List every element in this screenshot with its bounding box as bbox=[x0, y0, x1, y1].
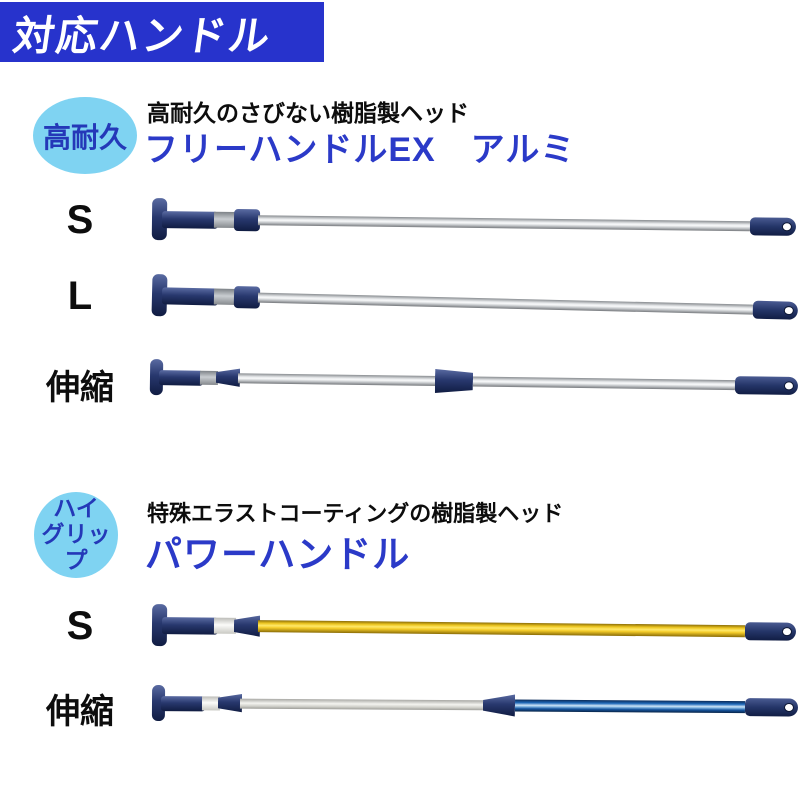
handle-connector bbox=[213, 288, 237, 306]
banner-title: 対応ハンドル bbox=[10, 13, 275, 59]
hanging-hole bbox=[782, 223, 791, 231]
handle-lock-collar bbox=[233, 286, 261, 309]
handle-connector bbox=[199, 370, 219, 385]
handle-head-arm bbox=[160, 696, 206, 712]
handle-head-arm bbox=[161, 287, 219, 306]
hanging-hole bbox=[784, 382, 793, 390]
handle-lock-collar bbox=[233, 209, 261, 232]
telescopic-lock bbox=[483, 694, 515, 716]
handle-illustration-powerhandle-telescopic bbox=[151, 681, 799, 730]
product-subtitle-powerhandle: 特殊エラストコーティングの樹脂製ヘッド bbox=[147, 501, 564, 526]
handle-pole-blue-outer bbox=[514, 699, 746, 714]
handle-lock-collar bbox=[218, 693, 242, 712]
handle-grip bbox=[734, 376, 799, 396]
handle-illustration-freehandle-ex-l bbox=[151, 273, 799, 333]
handle-pole-yellow bbox=[257, 620, 746, 638]
row-label-s: S bbox=[66, 604, 94, 648]
handle-pole-white-inner bbox=[239, 698, 484, 711]
hanging-hole bbox=[782, 628, 792, 636]
product-subtitle-freehandle: 高耐久のさびない樹脂製ヘッド bbox=[147, 100, 469, 126]
handle-lock-collar bbox=[234, 615, 260, 637]
badge-high-durability-label: 高耐久 bbox=[42, 121, 127, 153]
handle-grip bbox=[744, 622, 797, 641]
handle-head-arm bbox=[161, 617, 219, 635]
handle-connector bbox=[201, 696, 221, 711]
handle-pole-aluminum bbox=[257, 292, 753, 315]
handle-lock-collar bbox=[216, 368, 240, 387]
handle-head-arm bbox=[158, 370, 204, 386]
handle-grip bbox=[752, 300, 799, 320]
hanging-hole bbox=[784, 306, 793, 315]
badge-high-grip: ハイ グリップ bbox=[34, 492, 118, 578]
handle-illustration-powerhandle-s bbox=[151, 603, 797, 654]
handle-connector bbox=[213, 617, 237, 634]
badge-high-durability: 高耐久 bbox=[33, 97, 137, 174]
handle-head-arm bbox=[161, 211, 219, 229]
telescopic-lock bbox=[435, 369, 473, 394]
handle-pole-aluminum-outer bbox=[472, 376, 736, 391]
handle-pole-aluminum bbox=[257, 215, 751, 232]
handle-pole-aluminum-inner bbox=[237, 373, 439, 387]
row-label-l: L bbox=[67, 274, 93, 318]
handle-illustration-freehandle-ex-telescopic bbox=[149, 355, 799, 408]
product-title-powerhandle: パワーハンドル bbox=[145, 534, 411, 575]
hanging-hole bbox=[784, 703, 794, 711]
row-label-telescopic: 伸縮 bbox=[46, 693, 114, 731]
product-title-freehandle-ex: フリーハンドルEX アルミ bbox=[144, 131, 576, 169]
handle-connector bbox=[213, 211, 237, 229]
section-banner: 対応ハンドル bbox=[0, 2, 324, 62]
handle-grip bbox=[744, 698, 799, 717]
handle-grip bbox=[749, 217, 797, 236]
row-label-s: S bbox=[66, 198, 94, 242]
badge-high-grip-label: ハイ グリップ bbox=[41, 495, 111, 573]
handle-illustration-freehandle-ex-s bbox=[151, 197, 797, 249]
row-label-telescopic: 伸縮 bbox=[46, 369, 114, 407]
